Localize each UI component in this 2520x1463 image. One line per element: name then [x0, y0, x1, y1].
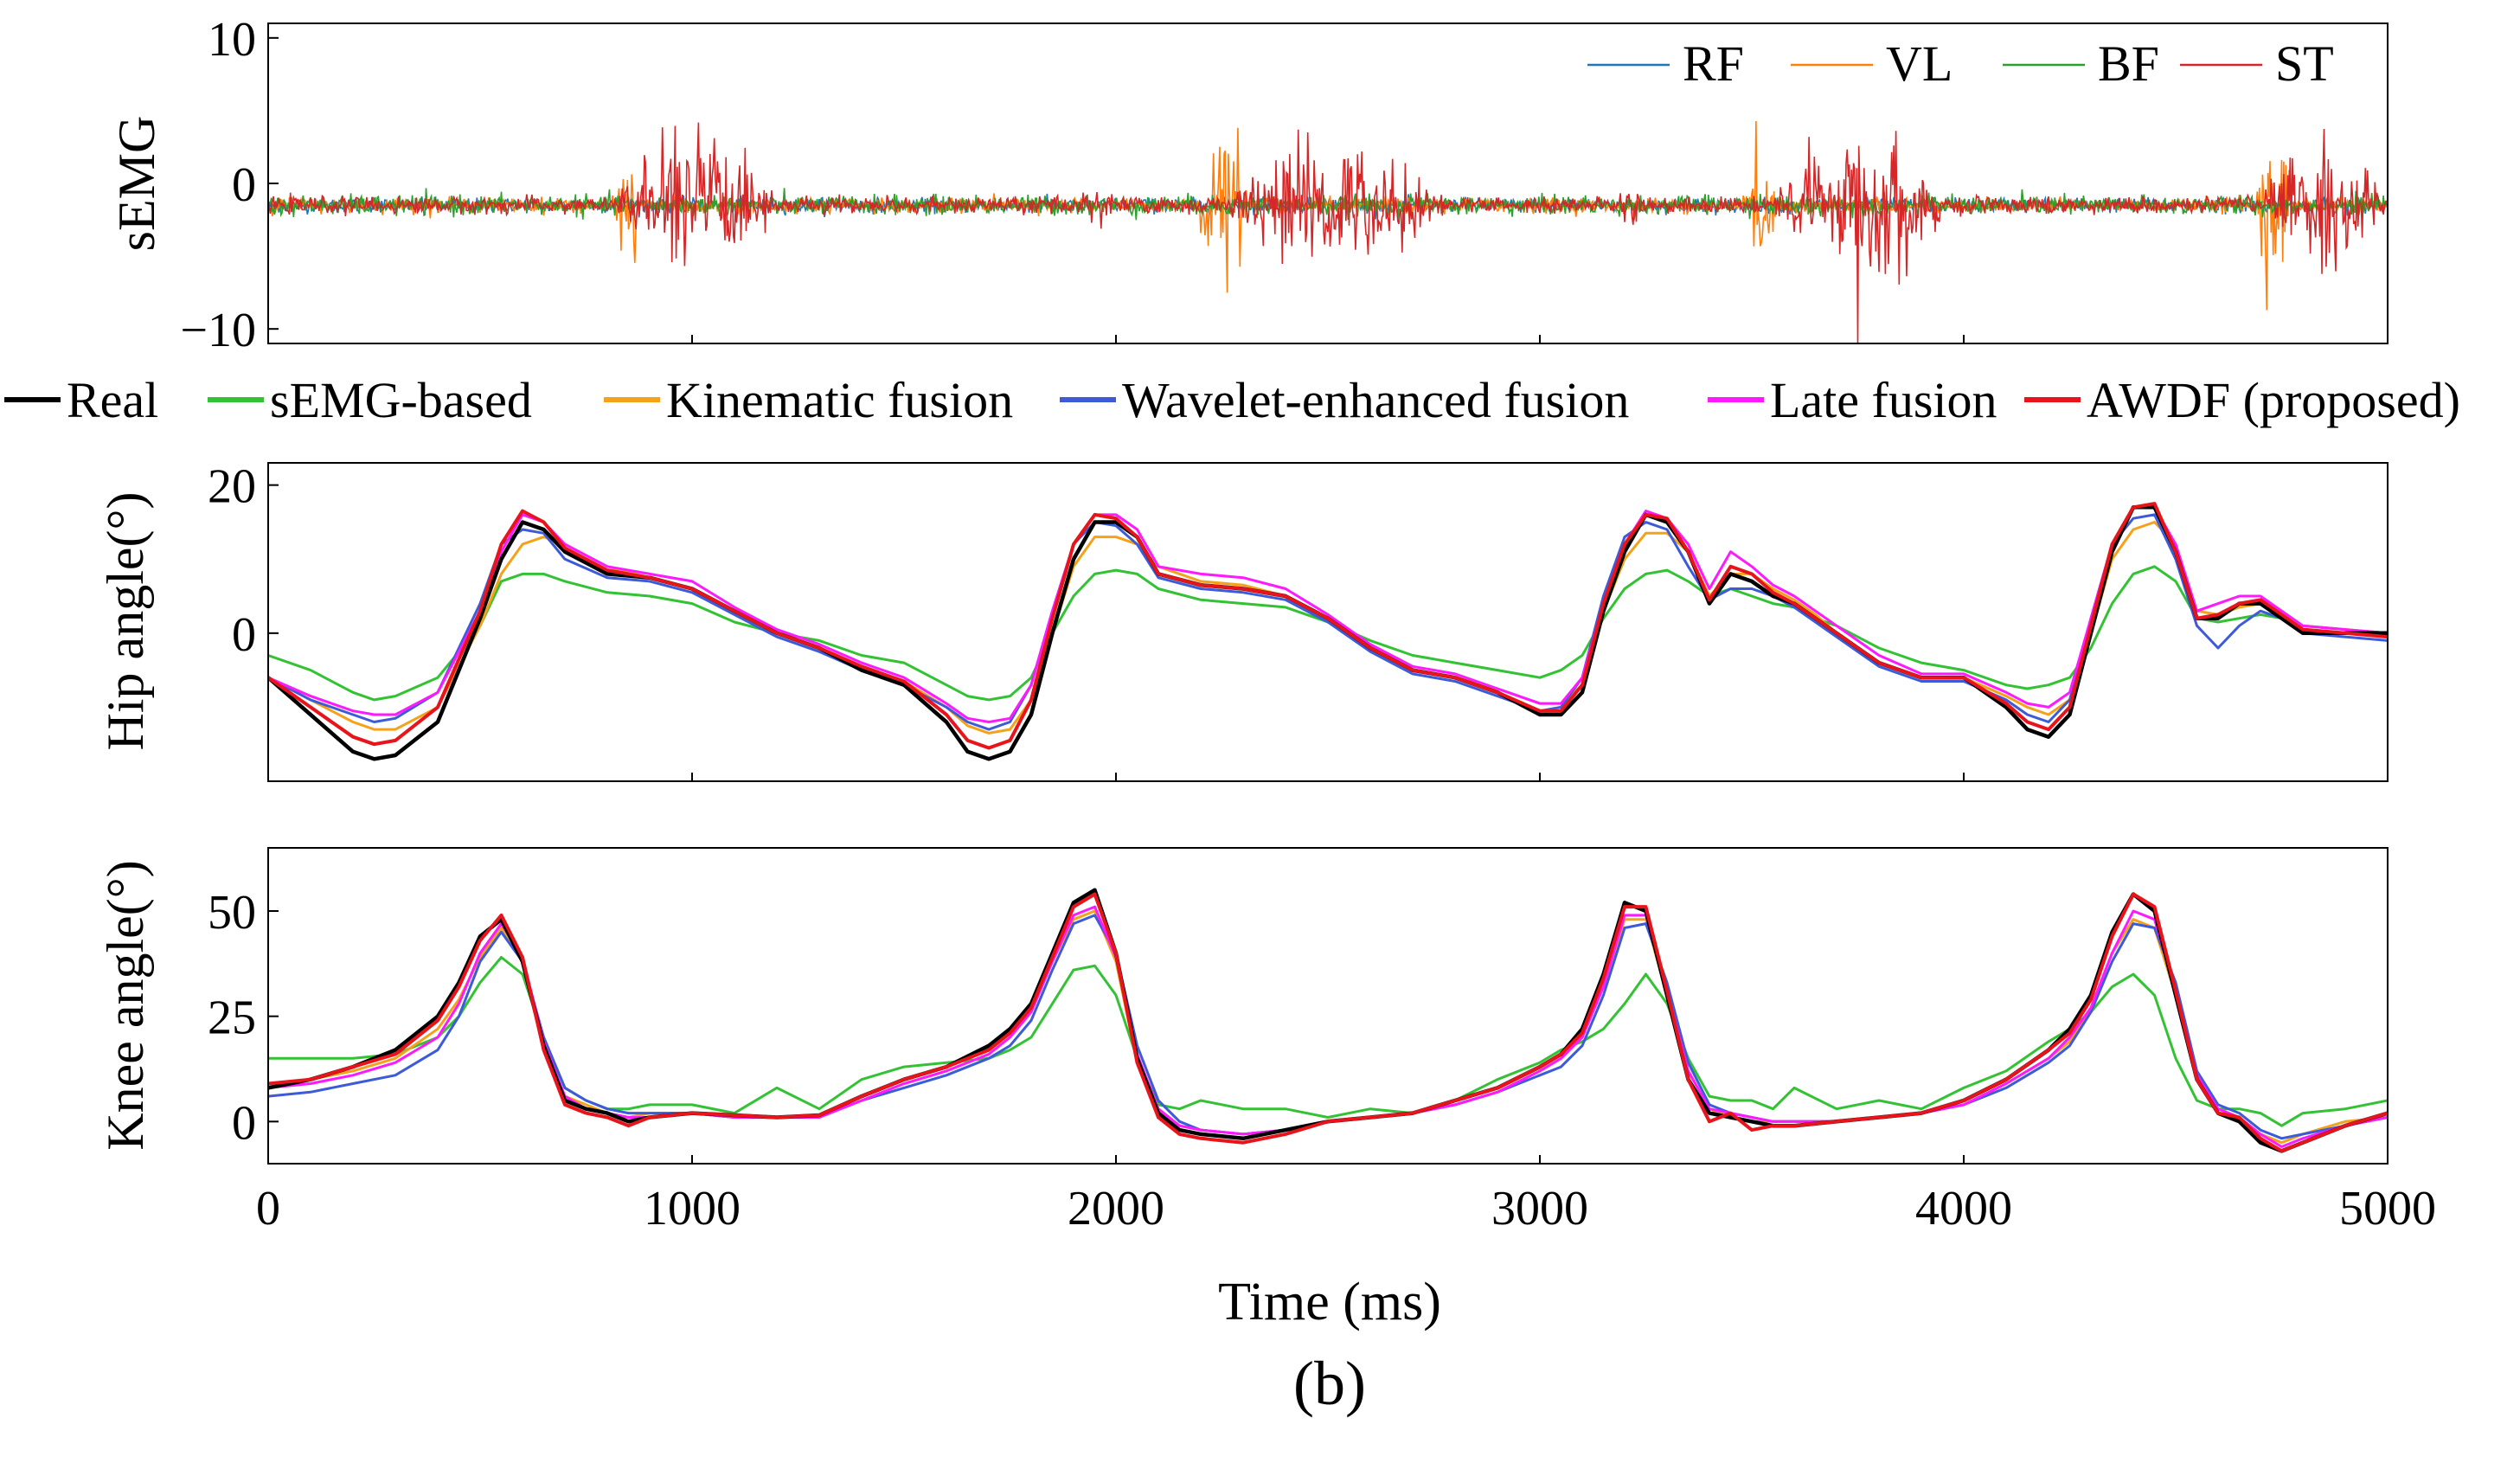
hip-ytick-label: 20 [208, 460, 256, 514]
knee-ylabel: Knee angle(°) [97, 860, 154, 1150]
emg-legend: RF VL BF ST [1587, 35, 2334, 92]
hip-series-awdf-proposed [268, 502, 2388, 750]
figure-caption: (b) [1293, 1349, 1366, 1418]
knee-axes-frame [267, 847, 2389, 1165]
model-legend-label: Wavelet-enhanced fusion [1122, 372, 1629, 428]
emg-ytick-label: −10 [180, 304, 256, 357]
xtick-label: 1000 [644, 1182, 741, 1235]
hip-series-real [268, 505, 2388, 761]
emg-legend-label-vl: VL [1886, 35, 1953, 92]
xtick-label: 3000 [1491, 1182, 1588, 1235]
hip-ylabel: Hip angle(°) [97, 492, 154, 751]
knee-ytick-label: 0 [232, 1096, 256, 1150]
model-legend-label: Late fusion [1770, 372, 1997, 428]
knee-ytick-label: 50 [208, 886, 256, 940]
emg-ylabel: sEMG [108, 116, 165, 252]
emg-ytick-label: 0 [232, 158, 256, 212]
model-legend-label: Kinematic fusion [666, 372, 1013, 428]
knee-ytick-label: 25 [208, 991, 256, 1045]
model-legend-label: sEMG-based [270, 372, 532, 428]
emg-ytick-label: 10 [208, 13, 256, 67]
xtick-label: 0 [256, 1182, 280, 1235]
emg-axes-frame [267, 22, 2389, 344]
x-axis-label: Time (ms) [1218, 1273, 1441, 1331]
emg-trace-st [268, 122, 2388, 343]
model-legend-label: Real [67, 372, 158, 428]
xtick-label: 4000 [1915, 1182, 2012, 1235]
model-legend: Real sEMG-based Kinematic fusion Wavelet-en… [4, 372, 2460, 428]
knee-panel: 0 25 50 0 1000 2000 3000 4000 5000 Knee angle(°… [97, 847, 2436, 1235]
hip-ytick-label: 0 [232, 608, 256, 662]
emg-legend-label-rf: RF [1683, 35, 1744, 92]
model-legend-label: AWDF (proposed) [2087, 372, 2460, 428]
hip-series-semg-based [268, 565, 2388, 702]
hip-series-wavelet-enhanced-fusion [268, 513, 2388, 731]
xtick-label: 2000 [1068, 1182, 1164, 1235]
hip-axes-frame [267, 462, 2389, 782]
hip-series-late-fusion [268, 505, 2388, 723]
emg-legend-label-st: ST [2275, 35, 2334, 92]
hip-panel: 0 20 Hip angle(°) [97, 460, 2389, 782]
emg-legend-label-bf: BF [2098, 35, 2159, 92]
knee-series-awdf-proposed [268, 892, 2388, 1153]
emg-panel: −10 0 10 sEMG RF VL BF ST [108, 13, 2389, 357]
xtick-label: 5000 [2339, 1182, 2436, 1235]
